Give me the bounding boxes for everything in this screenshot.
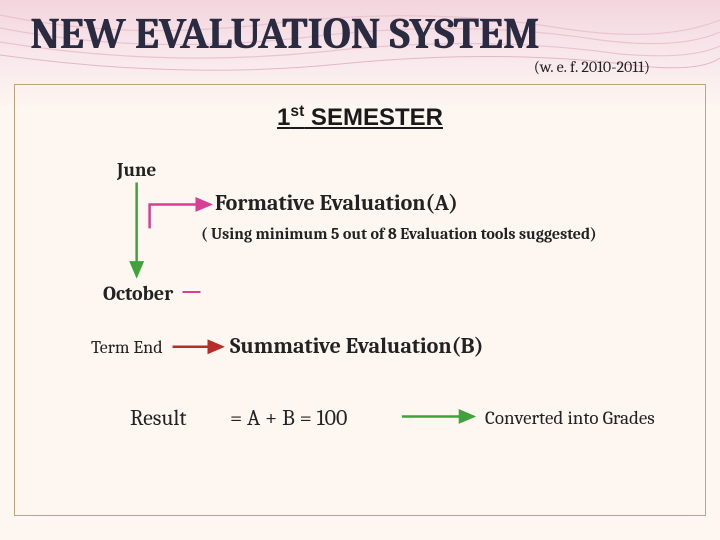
tools-note: ( Using minimum 5 out of 8 Evaluation to… [201,225,597,243]
term-end-label: Term End [91,337,163,358]
sem-sup: st [290,103,304,120]
grades-label: Converted into Grades [485,407,655,429]
sem-rest: SEMESTER [304,104,443,131]
semester-heading: 1st SEMESTER [15,103,705,132]
october-label: October [103,282,173,305]
june-label: June [117,159,156,181]
summative-label: Summative Evaluation(B) [230,333,484,359]
formative-label: Formative Evaluation(A) [215,190,458,216]
content-panel: 1st SEMESTER June Formative Evaluation(A… [14,84,706,516]
page-title: NEW EVALUATION SYSTEM [30,8,539,59]
sem-prefix: 1 [277,104,290,131]
wef-note: (w. e. f. 2010-2011) [534,58,650,76]
result-label: Result [130,405,187,431]
formula-text: = A + B = 100 [230,405,347,431]
